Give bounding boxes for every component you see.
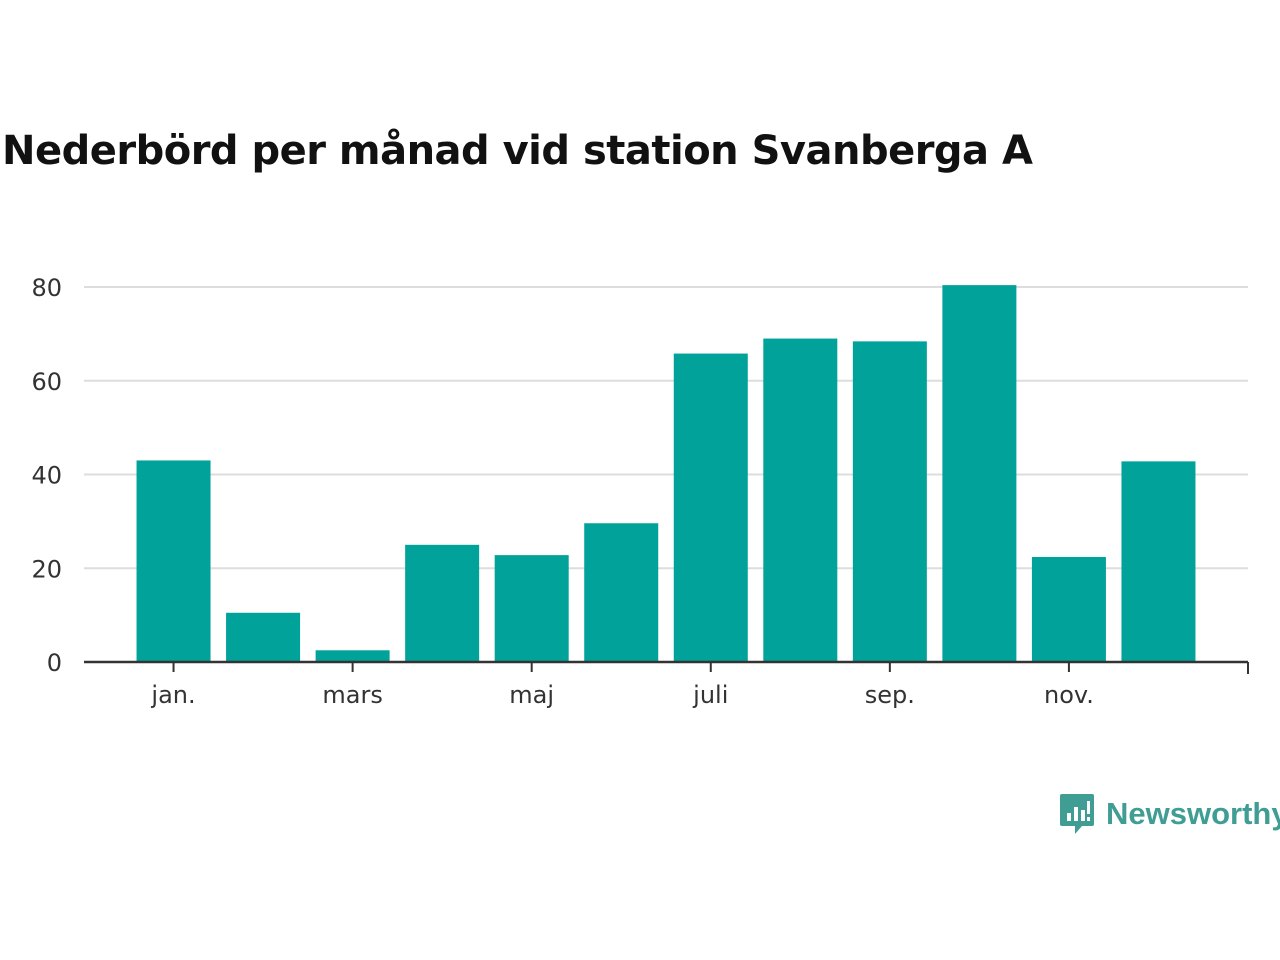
bar-aug xyxy=(763,338,838,662)
bar-jan xyxy=(136,460,211,662)
bar-okt xyxy=(942,285,1017,662)
bars xyxy=(136,285,1196,662)
chart-title: Nederbörd per månad vid station Svanberg… xyxy=(2,128,1033,174)
bar-maj xyxy=(494,555,569,662)
x-tick-label: maj xyxy=(509,681,554,709)
x-tick-label: nov. xyxy=(1044,681,1094,709)
bar-sep xyxy=(852,341,927,662)
bar-mars xyxy=(315,650,390,662)
y-tick-label: 60 xyxy=(31,368,62,396)
x-tick-label: jan. xyxy=(150,681,195,709)
bar-nov xyxy=(1031,557,1106,662)
y-tick-labels: 0 20 40 60 80 xyxy=(31,274,62,677)
x-tick-label: mars xyxy=(322,681,382,709)
newsworthy-logo-icon xyxy=(1060,794,1094,834)
bar-juli xyxy=(673,353,748,662)
axes xyxy=(84,660,1249,674)
x-tick-label: juli xyxy=(692,681,728,709)
newsworthy-logo-text: Newsworthy xyxy=(1106,796,1280,831)
y-tick-label: 0 xyxy=(47,649,62,677)
x-tick-labels: jan. mars maj juli sep. nov. xyxy=(150,681,1093,709)
x-tick-label: sep. xyxy=(865,681,915,709)
y-tick-label: 40 xyxy=(31,462,62,490)
newsworthy-logo: Newsworthy xyxy=(1058,792,1280,836)
bar-apr xyxy=(405,544,480,662)
bar-juni xyxy=(584,523,659,662)
bar-dec xyxy=(1121,461,1196,662)
y-tick-label: 80 xyxy=(31,274,62,302)
y-tick-label: 20 xyxy=(31,555,62,583)
bar-feb xyxy=(226,612,301,662)
gridlines xyxy=(84,286,1248,570)
